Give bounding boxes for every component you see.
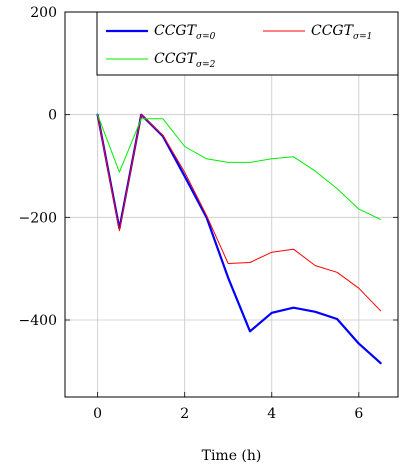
legend-label: CCGTσ=0 — [154, 23, 216, 42]
x-tick-label: 0 — [93, 406, 102, 422]
y-tick-label: 200 — [30, 5, 57, 21]
legend-label: CCGTσ=2 — [154, 51, 216, 70]
legend: CCGTσ=0 CCGTσ=1 CCGTσ=2 — [96, 11, 399, 76]
legend-label: CCGTσ=1 — [311, 23, 372, 42]
x-tick-label: 4 — [267, 406, 276, 422]
series-line-2 — [97, 114, 382, 220]
series-lines — [96, 113, 382, 365]
y-tick-label: 0 — [48, 108, 57, 124]
series-line-1 — [97, 114, 382, 312]
axis-ticks: 0 2 4 6 200 0 −200 −400 — [19, 5, 398, 422]
legend-box — [96, 11, 399, 76]
x-tick-label: 6 — [354, 406, 363, 422]
series-line-0 — [96, 113, 382, 365]
y-tick-label: −200 — [19, 210, 57, 226]
y-tick-label: −400 — [19, 313, 57, 329]
x-tick-label: 2 — [180, 406, 189, 422]
x-axis-label: Time (h) — [202, 448, 262, 464]
